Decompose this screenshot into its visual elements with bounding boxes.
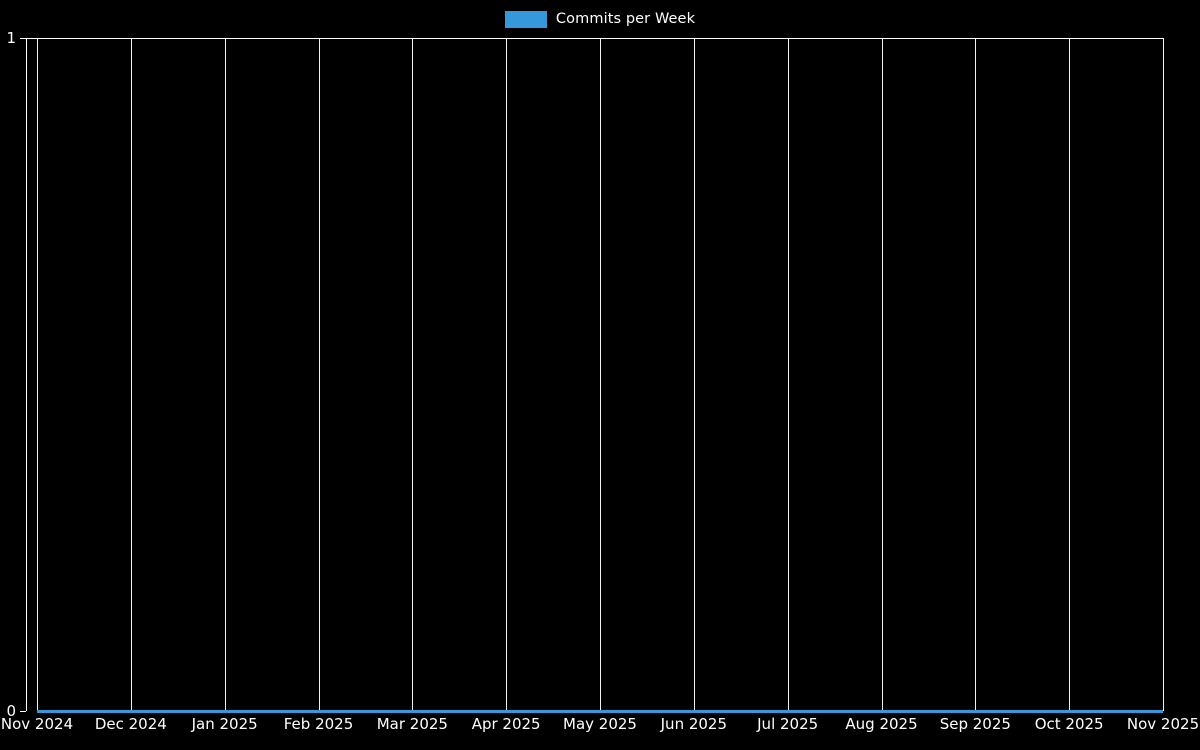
- gridline-2: [224, 38, 226, 711]
- x-axis-tick-label-11: Oct 2025: [1034, 715, 1104, 733]
- x-axis-tick-label-4: Mar 2025: [376, 715, 448, 733]
- gridline-3: [318, 38, 320, 711]
- gridline-1: [130, 38, 132, 711]
- series-line-commits-per-week: [37, 710, 1163, 713]
- x-axis-tick-label-6: May 2025: [563, 715, 637, 733]
- x-axis-tick-label-0: Nov 2024: [0, 715, 74, 733]
- gridline-12: [1163, 38, 1164, 711]
- plot-area: [26, 38, 1164, 713]
- x-axis-tick-label-5: Apr 2025: [471, 715, 541, 733]
- y-tick-mark-top: [20, 38, 26, 39]
- gridline-4: [412, 38, 414, 711]
- gridline-8: [787, 38, 789, 711]
- x-axis-tick-label-2: Jan 2025: [191, 715, 258, 733]
- gridline-7: [693, 38, 695, 711]
- gridline-9: [881, 38, 883, 711]
- y-tick-mark-bottom: [20, 711, 26, 712]
- x-axis-tick-label-9: Aug 2025: [845, 715, 918, 733]
- axis-spine-top: [26, 38, 1163, 39]
- axis-spine-left: [26, 38, 27, 711]
- x-axis-tick-label-8: Jul 2025: [757, 715, 819, 733]
- y-axis-tick-label-0: 0: [6, 702, 16, 720]
- y-axis-tick-label-1: 1: [6, 29, 16, 47]
- x-axis-tick-label-3: Feb 2025: [283, 715, 354, 733]
- gridline-0: [37, 38, 38, 711]
- x-axis-tick-label-12: Nov 2025: [1126, 715, 1200, 733]
- gridline-6: [600, 38, 601, 711]
- x-axis-tick-label-10: Sep 2025: [939, 715, 1011, 733]
- gridline-11: [1069, 38, 1071, 711]
- gridline-10: [975, 38, 977, 711]
- gridline-5: [506, 38, 508, 711]
- chart-legend: Commits per Week: [0, 6, 1200, 32]
- legend-label-commits-per-week: Commits per Week: [555, 10, 696, 27]
- x-axis-tick-label-1: Dec 2024: [94, 715, 167, 733]
- x-axis-tick-label-7: Jun 2025: [660, 715, 728, 733]
- legend-swatch-commits-per-week: [504, 10, 547, 28]
